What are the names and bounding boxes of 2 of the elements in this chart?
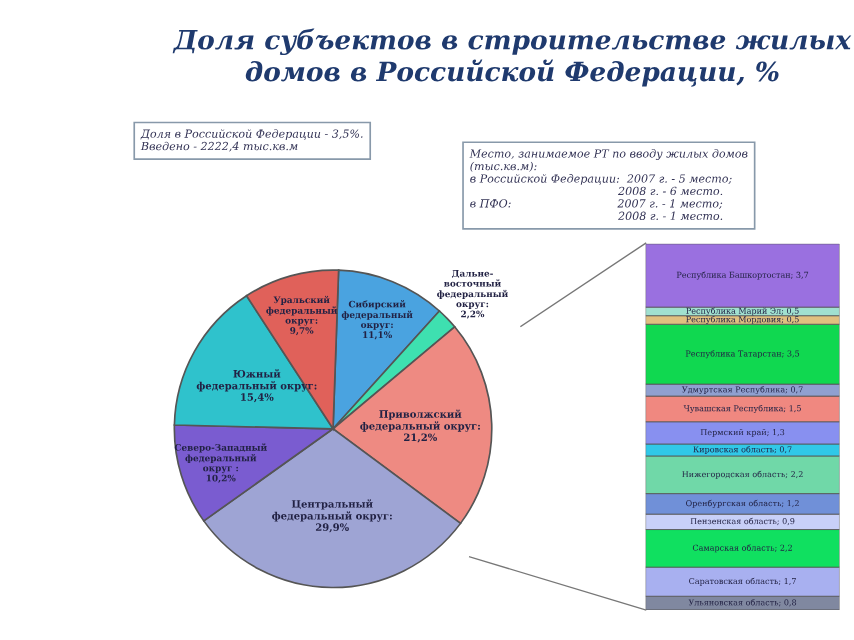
chart-title: Доля субъектов в строительстве жилых домов в Российской Федерации, % [172,28,852,87]
bar [645,243,840,308]
